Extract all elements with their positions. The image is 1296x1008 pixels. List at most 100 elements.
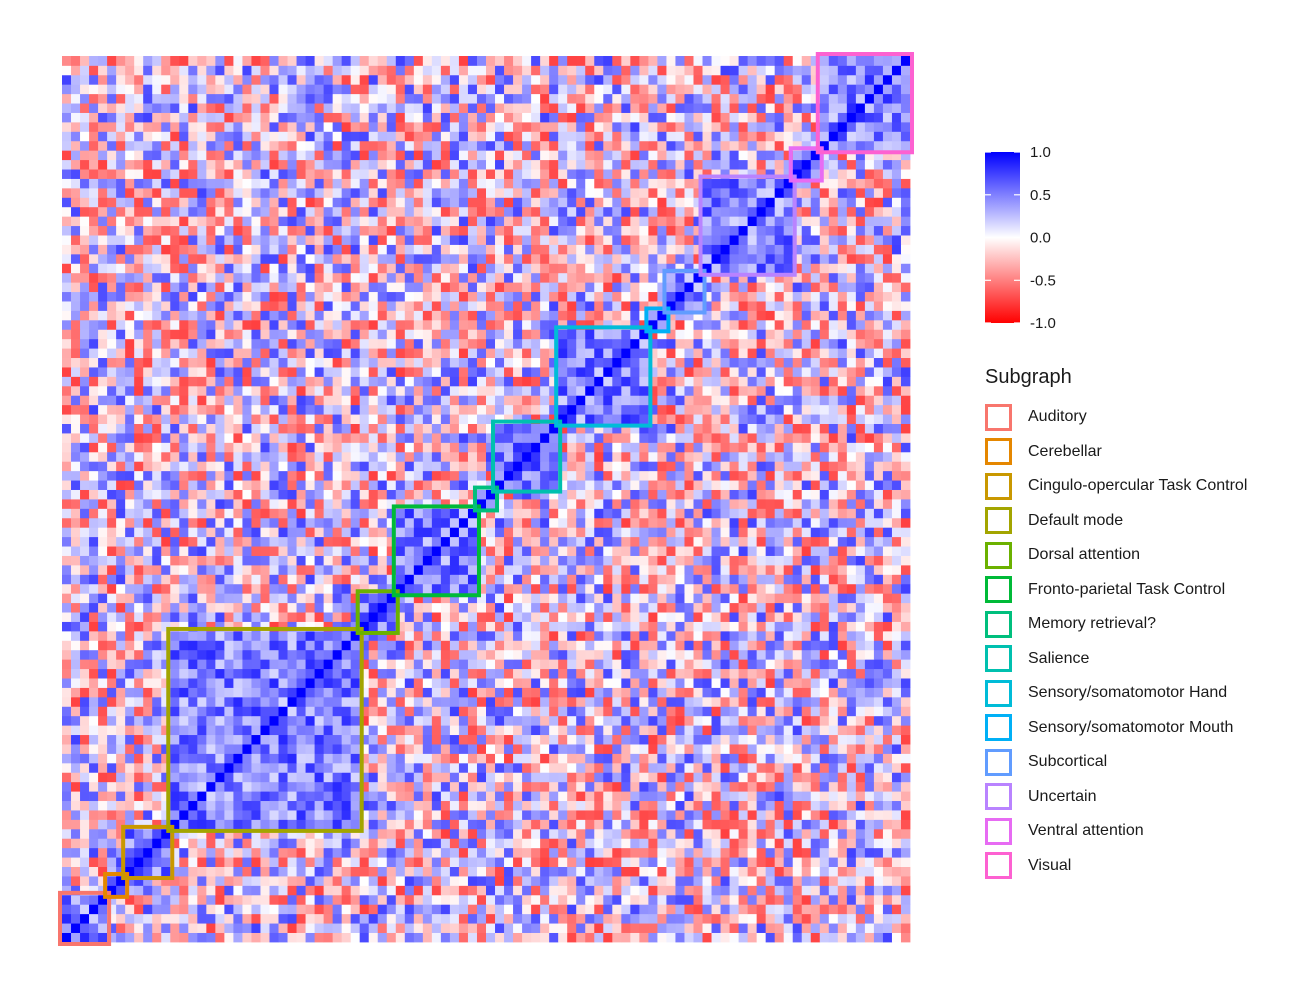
heatmap-cell bbox=[891, 668, 902, 679]
heatmap-cell bbox=[386, 923, 397, 933]
heatmap-cell bbox=[233, 696, 243, 707]
heatmap-cell bbox=[891, 640, 902, 651]
heatmap-cell bbox=[873, 668, 884, 679]
heatmap-cell bbox=[720, 913, 730, 924]
heatmap-cell bbox=[314, 630, 325, 641]
heatmap-cell bbox=[747, 442, 758, 453]
heatmap-cell bbox=[125, 847, 135, 858]
heatmap-cell bbox=[467, 913, 478, 924]
heatmap-cell bbox=[531, 885, 541, 896]
heatmap-cell bbox=[495, 593, 505, 604]
heatmap-cell bbox=[747, 659, 758, 670]
heatmap-cell bbox=[513, 762, 523, 773]
heatmap-cell bbox=[377, 885, 388, 896]
heatmap-cell bbox=[630, 451, 640, 462]
heatmap-cell bbox=[98, 696, 108, 707]
heatmap-cell bbox=[513, 866, 523, 877]
heatmap-cell bbox=[413, 828, 424, 839]
heatmap-cell bbox=[161, 810, 171, 820]
heatmap-cell bbox=[305, 499, 315, 509]
heatmap-cell bbox=[278, 602, 288, 613]
heatmap-cell bbox=[269, 612, 279, 622]
heatmap-cell bbox=[486, 857, 496, 867]
heatmap-cell bbox=[756, 612, 767, 622]
heatmap-cell bbox=[711, 546, 721, 556]
heatmap-cell bbox=[522, 517, 532, 528]
heatmap-cell bbox=[179, 451, 189, 462]
heatmap-cell bbox=[89, 932, 99, 943]
heatmap-cell bbox=[179, 725, 189, 736]
heatmap-cell bbox=[774, 781, 785, 792]
heatmap-cell bbox=[774, 527, 785, 538]
heatmap-cell bbox=[305, 461, 315, 472]
heatmap-cell bbox=[161, 734, 171, 745]
heatmap-cell bbox=[224, 744, 234, 754]
heatmap-cell bbox=[873, 904, 884, 915]
heatmap-cell bbox=[215, 725, 225, 736]
heatmap-cell bbox=[495, 546, 505, 556]
heatmap-cell bbox=[855, 734, 866, 745]
heatmap-cell bbox=[648, 451, 658, 462]
heatmap-cell bbox=[179, 923, 189, 933]
heatmap-cell bbox=[314, 678, 325, 688]
heatmap-cell bbox=[179, 499, 189, 509]
heatmap-cell bbox=[350, 546, 361, 556]
heatmap-cell bbox=[657, 885, 667, 896]
heatmap-cell bbox=[882, 734, 893, 745]
heatmap-cell bbox=[233, 583, 243, 594]
heatmap-cell bbox=[413, 913, 424, 924]
heatmap-cell bbox=[594, 923, 604, 933]
heatmap-cell bbox=[197, 772, 207, 783]
heatmap-cell bbox=[846, 866, 857, 877]
heatmap-cell bbox=[765, 696, 776, 707]
heatmap-cell bbox=[567, 555, 577, 566]
heatmap-cell bbox=[386, 612, 397, 622]
heatmap-cell bbox=[558, 885, 568, 896]
heatmap-cell bbox=[648, 828, 658, 839]
heatmap-cell bbox=[819, 461, 830, 472]
heatmap-cell bbox=[368, 885, 379, 896]
heatmap-cell bbox=[864, 546, 875, 556]
heatmap-cell bbox=[684, 828, 694, 839]
heatmap-cell bbox=[170, 838, 180, 849]
heatmap-cell bbox=[341, 536, 352, 547]
heatmap-cell bbox=[675, 612, 685, 622]
heatmap-cell bbox=[810, 640, 821, 651]
heatmap-cell bbox=[729, 508, 739, 519]
heatmap-cell bbox=[224, 706, 234, 717]
heatmap-cell bbox=[233, 508, 243, 519]
heatmap-cell bbox=[549, 480, 559, 490]
heatmap-cell bbox=[567, 687, 577, 698]
heatmap-cell bbox=[720, 706, 730, 717]
heatmap-cell bbox=[747, 913, 758, 924]
heatmap-cell bbox=[702, 593, 712, 604]
heatmap-cell bbox=[449, 847, 460, 858]
heatmap-cell bbox=[567, 847, 577, 858]
heatmap-cell bbox=[431, 715, 442, 726]
heatmap-cell bbox=[431, 734, 442, 745]
heatmap-cell bbox=[720, 810, 730, 820]
heatmap-cell bbox=[549, 734, 559, 745]
heatmap-cell bbox=[549, 593, 559, 604]
heatmap-cell bbox=[882, 480, 893, 490]
heatmap-cell bbox=[62, 885, 72, 896]
heatmap-cell bbox=[900, 687, 911, 698]
heatmap-cell bbox=[80, 696, 90, 707]
heatmap-cell bbox=[116, 583, 126, 594]
heatmap-cell bbox=[819, 838, 830, 849]
heatmap-cell bbox=[467, 678, 478, 688]
heatmap-cell bbox=[395, 451, 406, 462]
heatmap-cell bbox=[801, 744, 812, 754]
heatmap-cell bbox=[558, 800, 568, 811]
heatmap-cell bbox=[458, 508, 469, 519]
heatmap-cell bbox=[476, 593, 487, 604]
heatmap-cell bbox=[486, 536, 496, 547]
heatmap-cell bbox=[152, 744, 162, 754]
heatmap-cell bbox=[71, 904, 81, 915]
heatmap-cell bbox=[404, 828, 415, 839]
heatmap-cell bbox=[819, 470, 830, 481]
heatmap-cell bbox=[531, 923, 541, 933]
heatmap-cell bbox=[576, 838, 586, 849]
heatmap-cell bbox=[549, 668, 559, 679]
heatmap-cell bbox=[486, 442, 496, 453]
